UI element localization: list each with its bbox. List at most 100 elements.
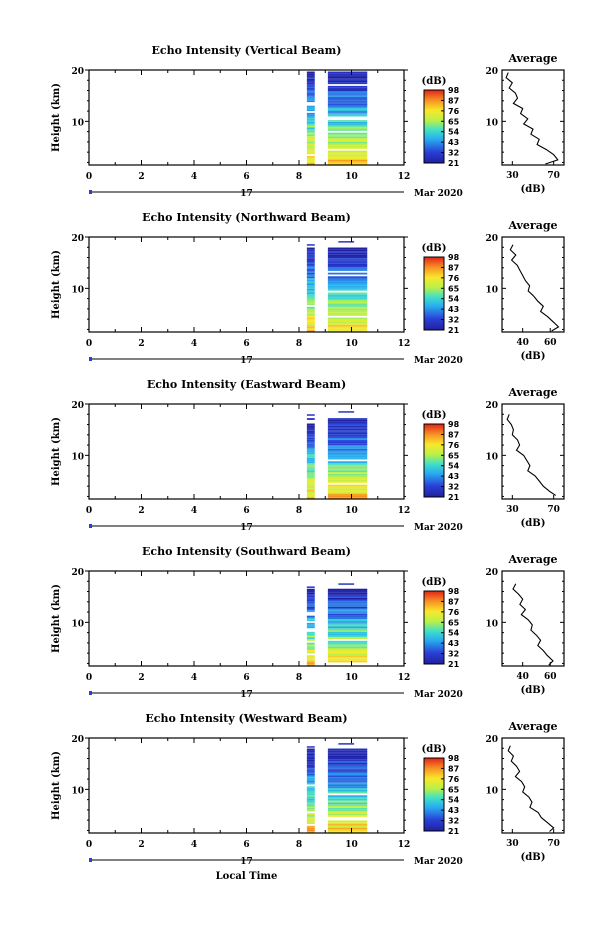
echo-cell	[327, 463, 368, 465]
echo-cell	[306, 445, 315, 447]
average-x-tick-label: 30	[506, 171, 519, 181]
echo-cell	[306, 775, 315, 778]
colorbar-label: 54	[448, 796, 460, 805]
echo-cell	[327, 85, 368, 88]
echo-cell	[306, 617, 315, 620]
date-day: 17	[240, 857, 253, 867]
echo-cell	[327, 651, 368, 654]
echo-cell	[306, 310, 315, 313]
x-tick-label: 10	[345, 339, 358, 349]
echo-cell	[306, 779, 315, 781]
average-title: Average	[507, 386, 557, 399]
x-tick-label: 6	[243, 840, 249, 850]
average-frame	[501, 236, 565, 333]
echo-cell	[306, 472, 315, 474]
colorbar-label: 76	[448, 608, 460, 617]
date-month: Mar 2020	[414, 857, 463, 867]
echo-cell	[327, 330, 368, 332]
echo-cell	[327, 297, 368, 300]
echo-cell	[327, 427, 368, 429]
echo-cell	[327, 317, 368, 320]
colorbar-label: 98	[448, 420, 460, 429]
echo-cell	[327, 328, 368, 331]
echo-cell	[327, 76, 368, 79]
colorbar-unit: (dB)	[422, 76, 447, 87]
echo-cell	[327, 301, 368, 304]
echo-cell	[306, 470, 315, 473]
echo-cell	[327, 795, 368, 798]
echo-cell	[306, 789, 315, 792]
echo-cell	[306, 800, 315, 803]
echo-cell	[327, 827, 368, 830]
echo-cell	[327, 139, 368, 142]
average-y-tick-label: 20	[485, 67, 498, 77]
date-day: 17	[240, 189, 253, 199]
colorbar-label: 54	[448, 629, 460, 638]
echo-cell	[327, 762, 368, 765]
average-profile-line	[506, 414, 557, 496]
date-bar-marker	[89, 858, 92, 862]
echo-cell	[306, 752, 315, 754]
echo-cell	[327, 782, 368, 785]
echo-cell	[327, 446, 368, 449]
echo-cell	[306, 434, 315, 437]
echo-cell	[306, 130, 315, 133]
echo-cell	[306, 495, 315, 498]
heatmap-cells	[306, 241, 368, 332]
echo-cell	[306, 278, 315, 280]
date-day: 17	[240, 356, 253, 366]
echo-cell	[306, 795, 315, 798]
echo-cell	[327, 152, 368, 155]
echo-cell	[327, 615, 368, 618]
echo-cell	[306, 793, 315, 796]
echo-cell	[306, 608, 315, 611]
echo-cell	[306, 437, 315, 440]
echo-cell	[306, 762, 315, 765]
echo-cell	[306, 114, 315, 117]
average-x-tick-label: 40	[516, 338, 529, 348]
colorbar-label: 21	[448, 493, 460, 502]
colorbar-label: 21	[448, 660, 460, 669]
date-month: Mar 2020	[414, 690, 463, 700]
echo-cell	[327, 813, 368, 816]
echo-cell	[306, 448, 315, 451]
echo-cell	[306, 624, 315, 627]
echo-cell	[306, 288, 315, 291]
echo-cell	[327, 606, 368, 609]
colorbar-unit: (dB)	[422, 577, 447, 588]
echo-cell	[306, 141, 315, 144]
echo-cell	[327, 141, 368, 144]
echo-cell	[306, 827, 315, 830]
colorbar-label: 98	[448, 754, 460, 763]
echo-cell	[327, 779, 368, 781]
echo-cell	[327, 595, 368, 598]
echo-cell	[327, 757, 368, 760]
echo-cell	[306, 818, 315, 821]
echo-cell	[306, 159, 315, 162]
echo-cell	[327, 784, 368, 787]
echo-cell	[306, 308, 315, 311]
echo-cell	[306, 468, 315, 471]
echo-cell	[306, 782, 315, 785]
heatmap-title: Echo Intensity (Vertical Beam)	[151, 44, 341, 57]
average-frame	[501, 570, 565, 667]
average-y-tick-label: 20	[485, 401, 498, 411]
echo-cell	[327, 655, 368, 658]
echo-cell	[327, 597, 368, 600]
average-x-label: (dB)	[521, 184, 546, 195]
average-title: Average	[507, 553, 557, 566]
echo-cell	[306, 139, 315, 142]
echo-cell	[327, 640, 368, 643]
echo-cell	[306, 127, 315, 130]
average-x-tick-label: 70	[547, 505, 560, 515]
echo-cell	[306, 626, 315, 629]
echo-cell	[306, 639, 315, 641]
colorbar-label: 76	[448, 274, 460, 283]
echo-cell	[306, 788, 315, 790]
average-frame	[501, 737, 565, 834]
echo-cell	[327, 443, 368, 446]
echo-cell	[327, 287, 368, 289]
echo-cell	[306, 766, 315, 769]
average-y-tick-label: 10	[485, 452, 498, 462]
echo-cell	[306, 454, 315, 456]
